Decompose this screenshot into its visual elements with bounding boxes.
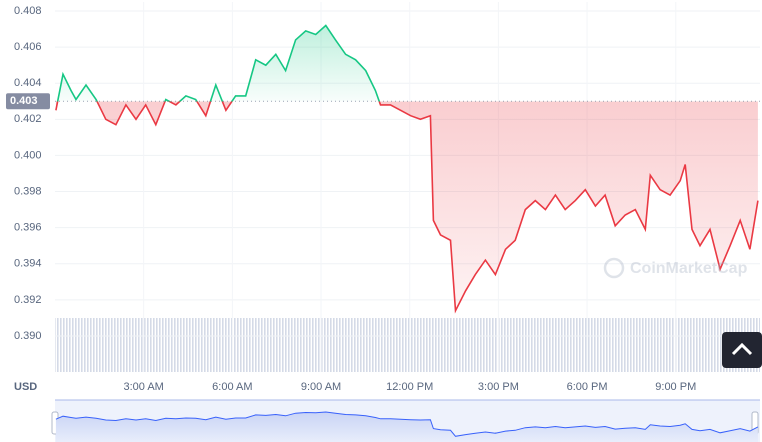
navigator-area — [55, 412, 758, 442]
x-tick-label: 3:00 AM — [123, 381, 163, 393]
x-tick-label: 9:00 PM — [655, 381, 696, 393]
y-tick-label: 0.396 — [14, 222, 42, 234]
y-tick-label: 0.404 — [14, 77, 42, 89]
scroll-top-button[interactable] — [722, 332, 762, 368]
navigator-line — [55, 411, 759, 437]
volume-bars — [55, 318, 760, 372]
price-area — [55, 25, 758, 311]
y-tick-label: 0.402 — [14, 113, 42, 125]
y-tick-label: 0.394 — [14, 258, 42, 270]
reference-label: 0.403 — [10, 95, 38, 107]
x-tick-label: 6:00 PM — [567, 381, 608, 393]
watermark-text: CoinMarketCap — [630, 260, 748, 277]
x-tick-label: 12:00 PM — [386, 381, 433, 393]
y-tick-label: 0.398 — [14, 185, 42, 197]
y-tick-label: 0.392 — [14, 294, 42, 306]
reference-badge — [6, 93, 50, 110]
y-tick-label: 0.400 — [14, 149, 42, 161]
price-line — [55, 24, 759, 314]
x-tick-label: 6:00 AM — [212, 381, 252, 393]
x-tick-label: 9:00 AM — [301, 381, 341, 393]
y-tick-label: 0.406 — [14, 41, 42, 53]
y-tick-label: 0.408 — [14, 5, 42, 17]
currency-label: USD — [14, 381, 37, 393]
watermark: CoinMarketCap — [603, 257, 748, 279]
x-tick-label: 3:00 PM — [478, 381, 519, 393]
y-tick-label: 0.390 — [14, 330, 42, 342]
